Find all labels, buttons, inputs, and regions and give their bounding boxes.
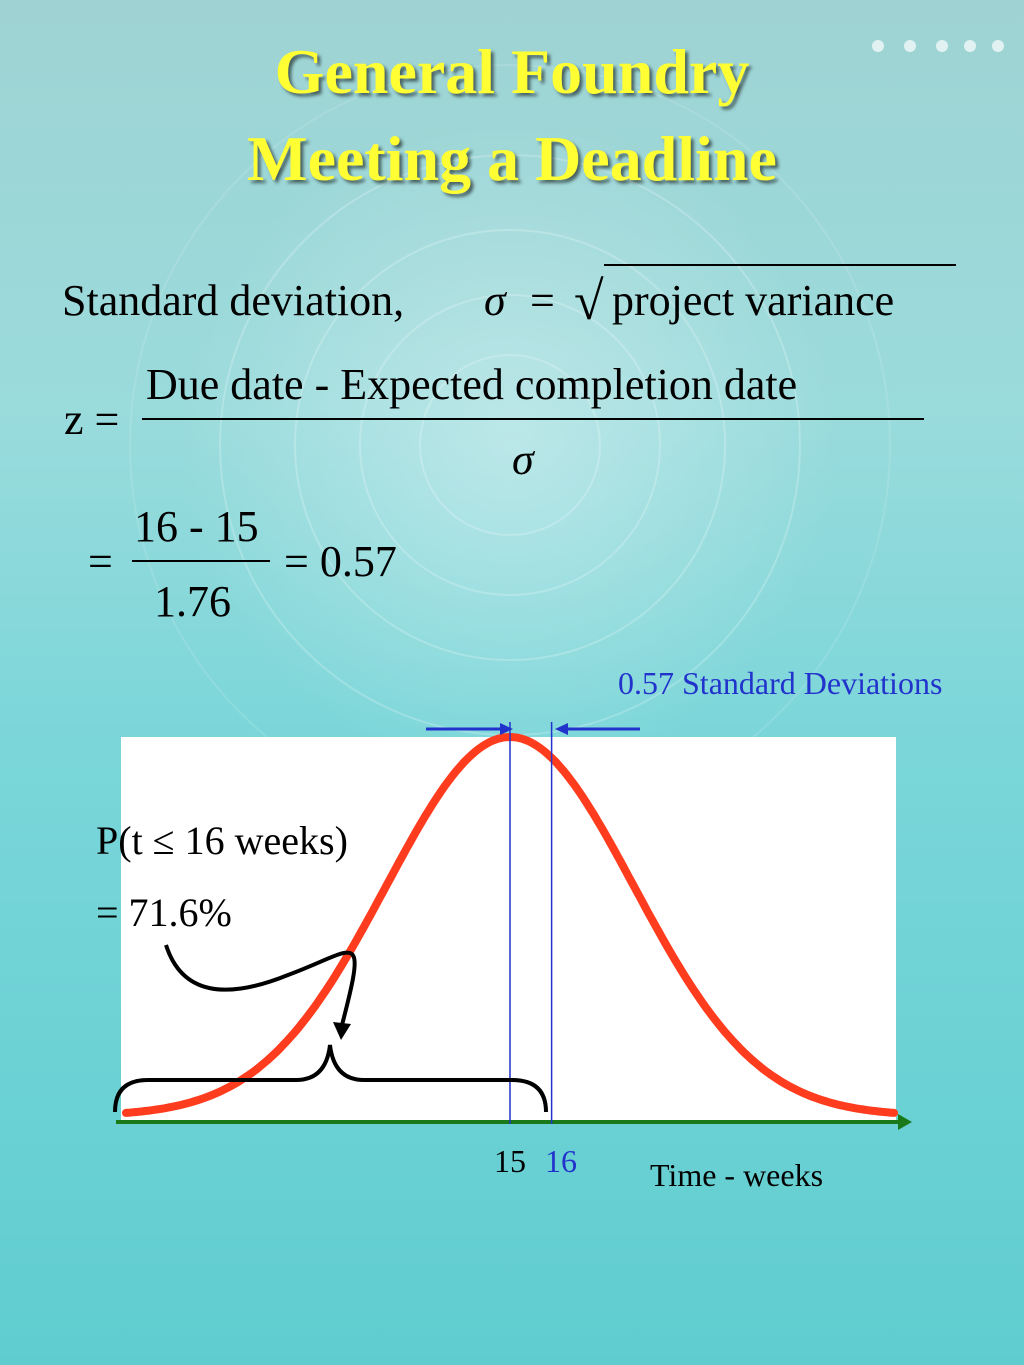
page-title-line-1: General Foundry <box>274 36 750 107</box>
sqrt-vinculum <box>604 264 956 266</box>
z-label: z = <box>64 395 120 444</box>
axis-label: Time - weeks <box>650 1157 824 1193</box>
std-dev-label: 0.57 Standard Deviations <box>618 665 943 701</box>
page-title-line-2: Meeting a Deadline <box>247 123 777 194</box>
sd-label: Standard deviation, <box>62 276 405 325</box>
probability-value: = 71.6% <box>96 890 232 935</box>
calc-denominator: 1.76 <box>154 577 231 626</box>
z-denominator: σ <box>512 435 534 484</box>
radicand: project variance <box>612 276 895 325</box>
calc-result: = 0.57 <box>284 537 397 586</box>
equals-sign: = <box>530 276 555 325</box>
chart-panel <box>121 737 896 1123</box>
z-fraction-bar <box>142 418 924 420</box>
tick-label-16: 16 <box>545 1143 577 1179</box>
sigma-symbol: σ <box>484 276 506 325</box>
probability-label: P(t ≤ 16 weeks) <box>96 818 348 863</box>
calc-numerator: 16 - 15 <box>134 502 259 551</box>
calc-equals: = <box>88 537 113 586</box>
z-numerator: Due date - Expected completion date <box>146 360 798 409</box>
tick-label-15: 15 <box>494 1143 526 1179</box>
calc-fraction-bar <box>132 560 270 562</box>
sqrt-icon: √ <box>574 271 604 331</box>
